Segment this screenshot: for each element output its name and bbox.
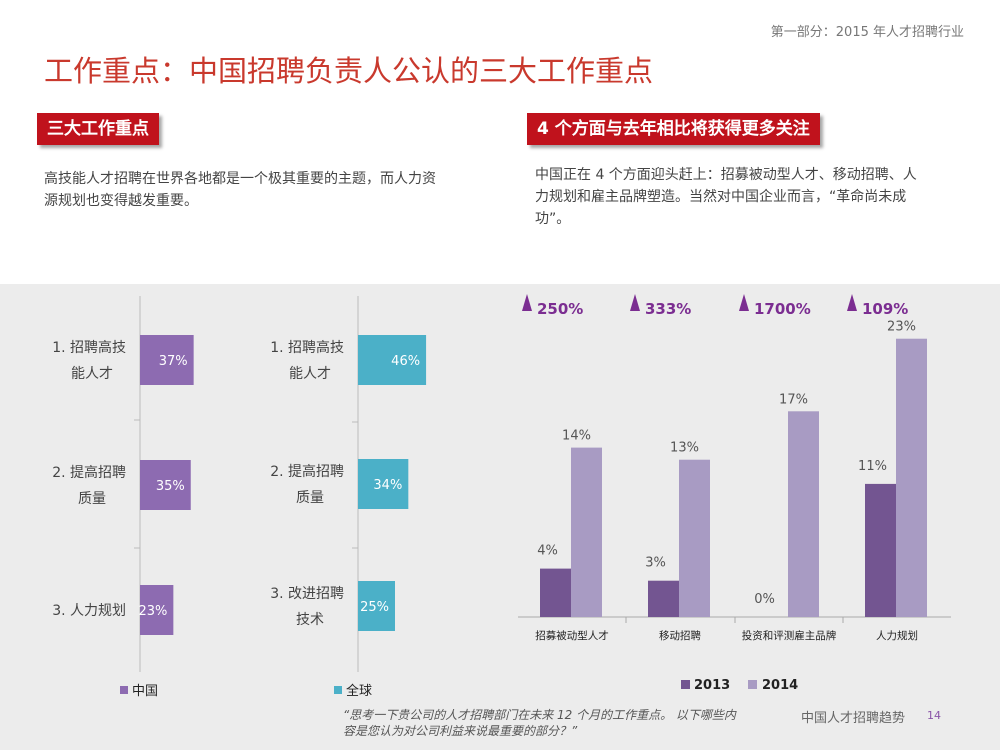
data-label-2014: 13%	[670, 441, 699, 456]
data-label-2013: 11%	[858, 459, 887, 474]
bar-value-label: 37%	[159, 354, 188, 369]
category-label: 能人才	[71, 366, 113, 382]
x-category-label: 移动招聘	[659, 629, 701, 642]
bar	[140, 460, 191, 510]
right-paragraph-line: 力规划和雇主品牌塑造。当然对中国企业而言，“革命尚未成	[535, 189, 907, 205]
bar	[140, 335, 194, 385]
bar-2013	[540, 568, 571, 617]
bar-2014	[896, 338, 927, 617]
data-label-2014: 23%	[887, 320, 916, 335]
growth-percent-label: 250%	[537, 300, 583, 318]
bar	[140, 585, 174, 635]
legend-swatch	[334, 686, 342, 694]
bar-2014	[571, 447, 602, 617]
category-label: 质量	[296, 490, 324, 506]
bar-2013	[648, 580, 679, 617]
page-number: 14	[927, 709, 941, 722]
category-label: 2. 提高招聘	[270, 463, 344, 480]
bar-value-label: 34%	[373, 478, 402, 493]
focus-column-chart: 4% 14% 招募被动型人才 250% 3% 13% 移动招聘 333% 0% 17% 投资和评测雇…	[518, 294, 951, 693]
category-label: 能人才	[289, 366, 331, 382]
x-category-label: 招募被动型人才	[535, 629, 609, 642]
survey-question-line: “思考一下贵公司的人才招聘部门在未来 12 个月的工作重点。 以下哪些内	[343, 708, 736, 722]
section-label: 第一部分：2015 年人才招聘行业	[770, 25, 964, 40]
category-label: 3. 人力规划	[52, 603, 126, 619]
right-paragraph: 中国正在 4 个方面迎头赶上：招募被动型人才、移动招聘、人 力规划和雇主品牌塑造…	[535, 164, 965, 230]
category-label: 技术	[296, 612, 324, 628]
legend-label: 全球	[346, 683, 372, 699]
bar	[358, 459, 409, 509]
growth-up-icon	[847, 294, 857, 311]
growth-percent-label: 1700%	[754, 300, 811, 318]
legend-swatch	[120, 686, 128, 694]
bar-2013	[865, 483, 896, 617]
legend-swatch-2014	[748, 680, 757, 689]
legend-swatch-2013	[681, 680, 690, 689]
data-label-2013: 4%	[537, 544, 558, 559]
bar-2014	[788, 411, 819, 617]
x-category-label: 人力规划	[876, 629, 918, 642]
bar	[358, 335, 427, 385]
bar-2014	[679, 459, 710, 617]
bar-value-label: 23%	[138, 604, 167, 619]
legend-label-2013: 2013	[694, 678, 730, 693]
footer-brand: 中国人才招聘趋势	[801, 711, 906, 726]
category-label: 质量	[78, 491, 106, 507]
left-paragraph-line: 高技能人才招聘在世界各地都是一个极其重要的主题，而人力资	[44, 171, 436, 187]
left-paragraph-line: 源规划也变得越发重要。	[44, 193, 198, 209]
data-label-2014: 17%	[779, 392, 808, 407]
right-heading-box: 4 个方面与去年相比将获得更多关注	[527, 113, 820, 145]
page-title: 工作重点：中国招聘负责人公认的三大工作重点	[44, 54, 654, 88]
data-label-2013: 0%	[754, 592, 775, 607]
bar	[358, 581, 395, 631]
legend-label: 中国	[132, 684, 158, 699]
growth-up-icon	[522, 294, 532, 311]
category-label: 3. 改进招聘	[270, 586, 344, 602]
x-category-label: 投资和评测雇主品牌	[742, 629, 837, 642]
bar-value-label: 35%	[156, 479, 185, 494]
survey-question: “思考一下贵公司的人才招聘部门在未来 12 个月的工作重点。 以下哪些内 容是您…	[343, 707, 773, 739]
category-label: 1. 招聘高技	[270, 339, 344, 356]
growth-up-icon	[630, 294, 640, 311]
category-label: 1. 招聘高技	[52, 339, 126, 356]
growth-up-icon	[739, 294, 749, 311]
left-heading-box: 三大工作重点	[37, 113, 159, 145]
growth-percent-label: 109%	[862, 300, 908, 318]
bar-value-label: 25%	[360, 600, 389, 615]
category-label: 2. 提高招聘	[52, 464, 126, 481]
data-label-2014: 14%	[562, 429, 591, 444]
data-label-2013: 3%	[645, 556, 666, 571]
left-paragraph: 高技能人才招聘在世界各地都是一个极其重要的主题，而人力资 源规划也变得越发重要。	[44, 168, 494, 212]
right-paragraph-line: 中国正在 4 个方面迎头赶上：招募被动型人才、移动招聘、人	[535, 167, 917, 183]
growth-percent-label: 333%	[645, 300, 691, 318]
right-paragraph-line: 功”。	[535, 211, 571, 227]
legend-label-2014: 2014	[762, 678, 798, 693]
survey-question-line: 容是您认为对公司利益来说最重要的部分？”	[343, 724, 578, 738]
bar-value-label: 46%	[391, 354, 420, 369]
